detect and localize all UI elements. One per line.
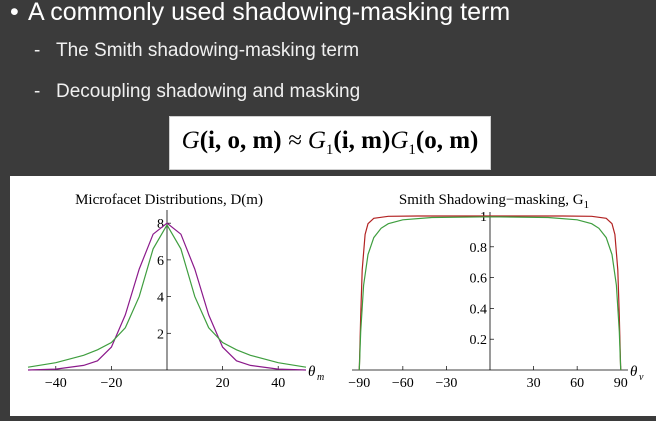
main-bullet-text: A commonly used shadowing-masking term	[28, 0, 511, 26]
chart-1-xtick-label: −30	[435, 376, 457, 391]
bullet-dot-icon: •	[10, 0, 19, 26]
chart-0-xtick-label: −20	[100, 376, 122, 391]
chart-1-ytick-label: 0.8	[470, 241, 488, 256]
formula-sub-b: 1	[408, 142, 416, 158]
formula: G(i, o, m) ≈ G1(i, m)G1(o, m)	[182, 127, 479, 159]
chart-1-title: Smith Shadowing−masking, G1	[399, 192, 589, 211]
plots-panel: Microfacet Distributions, D(m) θ m −40 −2…	[10, 176, 656, 416]
formula-box: G(i, o, m) ≈ G1(i, m)G1(o, m)	[169, 116, 491, 170]
chart-1-title-text: Smith Shadowing−masking, G	[399, 192, 584, 208]
chart-1-xtick-label: 90	[614, 376, 628, 391]
sub-bullet-1: - The Smith shadowing-masking term	[34, 38, 359, 64]
chart-0-xtick-label: 40	[271, 376, 285, 391]
formula-sub-a: 1	[325, 142, 334, 158]
main-bullet: • A commonly used shadowing-masking term	[10, 0, 510, 28]
chart-0-series-1	[27, 223, 307, 368]
formula-g1-a: G	[307, 127, 326, 154]
chart-1-xlabel-main: θ	[630, 364, 638, 380]
chart-smith-shadowing-masking: Smith Shadowing−masking, G1 θ v −90 −60 −3…	[348, 192, 644, 391]
formula-args-b: (o, m)	[415, 127, 479, 154]
plots-svg: Microfacet Distributions, D(m) θ m −40 −2…	[27, 192, 644, 391]
chart-1-ytick-label: 0.4	[470, 302, 488, 317]
chart-0-ytick-label: 8	[157, 217, 164, 232]
formula-approx: ≈	[287, 127, 302, 154]
formula-g: G	[181, 127, 200, 154]
formula-args-a: (i, m)	[333, 127, 391, 154]
chart-0-ytick-label: 6	[157, 254, 164, 269]
dash-icon: -	[34, 81, 41, 102]
chart-1-ytick-label: 0.2	[470, 333, 488, 348]
chart-1-ytick-label: 1	[480, 210, 487, 225]
chart-0-xtick-label: 20	[216, 376, 230, 391]
chart-1-ytick-label: 0.6	[470, 272, 488, 287]
chart-0-ytick-label: 4	[157, 291, 164, 306]
chart-0-xlabel-sub: m	[317, 372, 324, 383]
chart-1-series-1	[358, 216, 622, 371]
chart-1-xtick-label: 60	[570, 376, 584, 391]
chart-1-xlabel-sub: v	[639, 372, 644, 383]
chart-1-series-0	[358, 215, 622, 371]
chart-1-title-sub: 1	[584, 199, 590, 211]
sub-bullet-2-text: Decoupling shadowing and masking	[56, 81, 361, 102]
sub-bullet-1-text: The Smith shadowing-masking term	[56, 40, 360, 61]
chart-0-xtick-label: −40	[45, 376, 67, 391]
chart-0-ytick-label: 2	[157, 327, 164, 342]
formula-g1-b: G	[390, 127, 409, 154]
chart-1-xtick-label: −60	[392, 376, 414, 391]
chart-0-series-0	[27, 222, 307, 371]
dash-icon: -	[34, 40, 41, 61]
chart-0-xlabel-main: θ	[308, 364, 316, 380]
formula-args-left: (i, o, m)	[199, 127, 282, 154]
chart-microfacet-distributions: Microfacet Distributions, D(m) θ m −40 −2…	[27, 192, 324, 391]
chart-0-title: Microfacet Distributions, D(m)	[75, 192, 263, 208]
chart-1-xtick-label: 30	[527, 376, 541, 391]
chart-1-xtick-label: −90	[348, 376, 370, 391]
sub-bullet-2: - Decoupling shadowing and masking	[34, 79, 360, 105]
